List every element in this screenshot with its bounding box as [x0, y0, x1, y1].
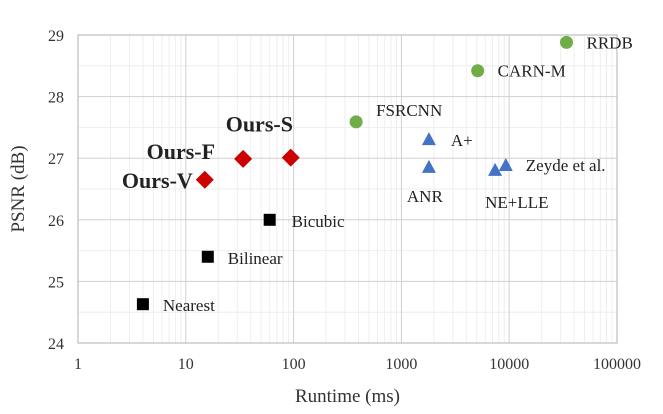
- marker-bilinear: [201, 250, 214, 263]
- label-bilinear: Bilinear: [228, 249, 283, 268]
- marker-a: [421, 132, 436, 146]
- marker-ours-v: [195, 170, 214, 189]
- y-tick-label: 27: [48, 151, 64, 168]
- label-a: A+: [451, 131, 473, 150]
- marker-fsrcnn: [349, 115, 363, 129]
- label-fsrcnn: FSRCNN: [376, 101, 442, 120]
- marker-bicubic: [263, 213, 276, 226]
- x-tick-label: 100000: [593, 356, 641, 373]
- marker-ours-s: [281, 148, 300, 167]
- label-nearest: Nearest: [163, 296, 215, 315]
- label-ours-s: Ours-S: [226, 112, 293, 137]
- y-axis-label: PSNR (dB): [8, 145, 29, 232]
- y-tick-label: 29: [48, 28, 64, 45]
- y-tick-label: 26: [48, 213, 64, 230]
- x-axis-label: Runtime (ms): [295, 386, 400, 407]
- marker-nearest: [136, 298, 149, 311]
- marker-carn-m: [471, 64, 485, 78]
- y-tick-label: 25: [48, 274, 64, 291]
- label-carn-m: CARN-M: [498, 62, 566, 81]
- label-rrdb: RRDB: [586, 33, 632, 52]
- x-tick-label: 10000: [489, 356, 529, 373]
- x-tick-label: 1: [74, 356, 82, 373]
- marker-anr: [421, 159, 436, 173]
- x-tick-label: 100: [282, 356, 306, 373]
- label-ne-lle: NE+LLE: [485, 193, 548, 212]
- x-tick-label: 1000: [385, 356, 417, 373]
- label-bicubic: Bicubic: [292, 212, 345, 231]
- y-tick-label: 28: [48, 90, 64, 107]
- marker-rrdb: [559, 35, 573, 49]
- marker-zeyde-et-al: [498, 157, 513, 171]
- y-tick-label: 24: [48, 336, 64, 353]
- x-tick-label: 10: [178, 356, 194, 373]
- marker-ours-f: [234, 149, 253, 168]
- label-ours-f: Ours-F: [147, 139, 215, 164]
- label-ours-v: Ours-V: [122, 168, 193, 193]
- label-zeyde-et-al: Zeyde et al.: [526, 156, 606, 175]
- plot-area: [77, 34, 618, 344]
- marker-ne-lle: [488, 162, 503, 176]
- label-anr: ANR: [407, 187, 444, 206]
